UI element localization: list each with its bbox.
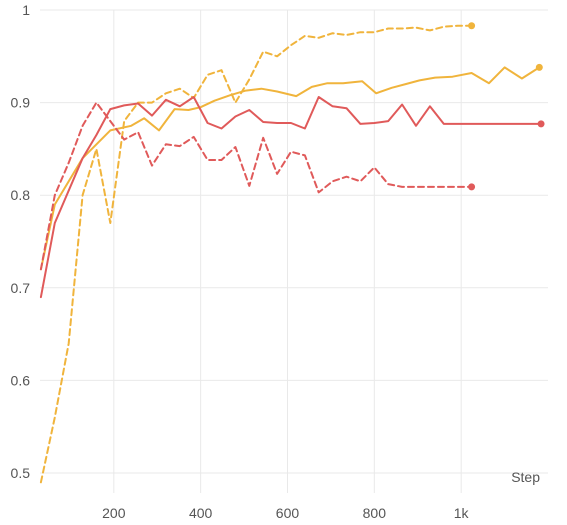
y-tick-label: 1 [22,2,30,18]
x-tick-label: 1k [454,505,470,521]
y-tick-label: 0.9 [11,95,31,111]
x-tick-label: 200 [102,505,126,521]
x-axis-tick-labels: 200 400 600 800 1k [102,505,469,521]
series-line-4 [39,96,543,299]
x-tick-label: 400 [189,505,213,521]
x-axis-title: Step [511,469,540,485]
x-tick-label: 600 [276,505,300,521]
end-markers [468,22,545,191]
series-line-1 [39,24,473,484]
y-tick-label: 0.7 [11,280,31,296]
y-tick-label: 0.8 [11,187,31,203]
y-tick-label: 0.5 [11,465,31,481]
series-lines [39,24,543,484]
series-end-marker [468,183,476,191]
series-line-3 [39,101,473,271]
series-end-marker [537,120,545,128]
series-line-2 [39,66,541,271]
y-axis-tick-labels: 0.5 0.6 0.7 0.8 0.9 1 [11,2,31,481]
y-tick-label: 0.6 [11,372,31,388]
series-end-marker [535,63,543,71]
x-tick-label: 800 [363,505,387,521]
series-end-marker [468,22,476,30]
grid [40,9,548,493]
